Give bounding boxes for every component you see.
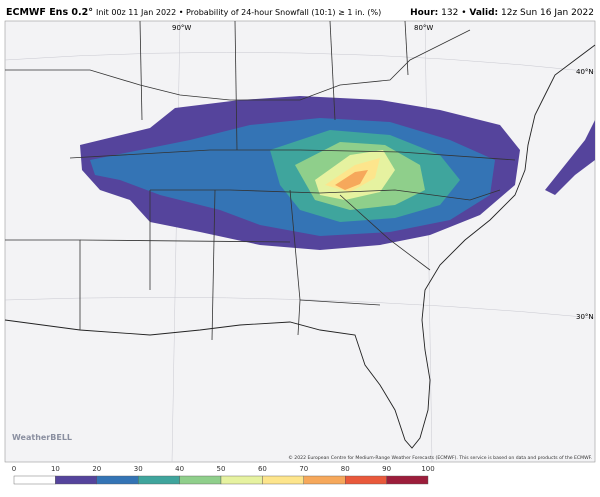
colorbar-tick-label: 40 (175, 465, 184, 473)
grid-label: 90°W (172, 24, 191, 32)
colorbar-bin (303, 475, 346, 485)
coastline (4, 44, 596, 449)
colorbar-tick-label: 10 (51, 465, 60, 473)
colorbar-bin (345, 475, 387, 485)
colorbar-bin (220, 475, 263, 485)
colorbar-tick-label: 0 (12, 465, 16, 473)
colorbar-tick-label: 70 (299, 465, 308, 473)
description: Init 00z 11 Jan 2022 • Probability of 24… (96, 8, 381, 17)
header-left: ECMWF Ens 0.2° Init 00z 11 Jan 2022 • Pr… (6, 7, 381, 18)
grid-label: 80°W (414, 24, 433, 32)
colorbar-bin (137, 475, 180, 485)
colorbar: 0 10 20 30 40 50 60 70 80 90 100 (12, 465, 435, 485)
borders (5, 20, 516, 341)
colorbar-tick-label: 80 (341, 465, 350, 473)
colorbar-bin (13, 475, 56, 485)
colorbar-tick-label: 60 (258, 465, 267, 473)
header-right: Hour: 132 • Valid: 12z Sun 16 Jan 2022 (410, 8, 594, 18)
colorbar-bin (96, 475, 139, 485)
grid-label: 30°N (576, 313, 594, 321)
model: ECMWF Ens 0.2° (6, 7, 93, 18)
valid-label: Valid: (469, 8, 498, 18)
colorbar-tick-label: 30 (134, 465, 143, 473)
valid: 12z Sun 16 Jan 2022 (501, 8, 594, 18)
colorbar-tick-label: 50 (217, 465, 226, 473)
colorbar-bin (55, 475, 98, 485)
colorbar-tick-label: 20 (92, 465, 101, 473)
map: 90°W 80°W 40°N 30°N WeatherBELL © 2022 E… (4, 20, 596, 463)
separator: • (461, 8, 466, 18)
colorbar-bin (179, 475, 222, 485)
colorbar-tick-label: 90 (382, 465, 391, 473)
snow-probability (80, 96, 595, 250)
grid-label: 40°N (576, 68, 594, 76)
colorbar-bin (386, 475, 429, 485)
colorbar-tick-label: 100 (421, 465, 434, 473)
logo: WeatherBELL (12, 433, 72, 442)
hour-label: Hour: (410, 8, 438, 18)
hour: 132 (441, 8, 458, 18)
colorbar-bin (262, 475, 304, 485)
credit: © 2022 European Centre for Medium-Range … (288, 454, 592, 461)
